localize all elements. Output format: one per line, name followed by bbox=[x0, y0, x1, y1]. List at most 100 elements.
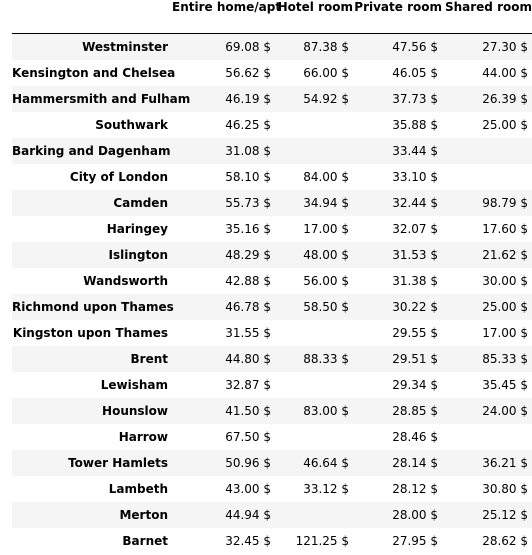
shared-room-cell: 44.00 $ bbox=[482, 65, 528, 80]
row-label: Richmond upon Thames bbox=[12, 299, 174, 314]
row-label: Westminster bbox=[82, 39, 168, 54]
table-row: Westminster 69.08 $ 87.38 $ 47.56 $ 27.30 $ bbox=[12, 33, 532, 60]
entire-home-cell: 44.80 $ bbox=[225, 351, 271, 366]
shared-room-cell bbox=[442, 424, 532, 450]
shared-room-cell: 28.62 $ bbox=[482, 533, 528, 548]
header-spacer-row bbox=[12, 19, 532, 34]
entire-home-cell: 69.08 $ bbox=[225, 39, 271, 54]
row-label: City of London bbox=[69, 169, 168, 184]
price-table: Entire home/apt Hotel room Private room … bbox=[12, 0, 532, 554]
private-room-cell: 30.22 $ bbox=[392, 299, 438, 314]
entire-home-cell: 44.94 $ bbox=[225, 507, 271, 522]
entire-home-cell: 58.10 $ bbox=[225, 169, 271, 184]
entire-home-cell: 55.73 $ bbox=[225, 195, 271, 210]
private-room-cell: 28.12 $ bbox=[392, 481, 438, 496]
private-room-cell: 32.07 $ bbox=[392, 221, 438, 236]
row-label: Southwark bbox=[95, 117, 168, 132]
table-row: Richmond upon Thames 46.78 $ 58.50 $ 30.22 … bbox=[12, 293, 532, 320]
table-row: Harrow 67.50 $ 28.46 $ bbox=[12, 424, 532, 450]
table-row: Camden 55.73 $ 34.94 $ 32.44 $ 98.79 $ bbox=[12, 189, 532, 216]
entire-home-cell: 46.25 $ bbox=[225, 117, 271, 132]
private-room-cell: 35.88 $ bbox=[392, 117, 438, 132]
row-label: Tower Hamlets bbox=[68, 455, 168, 470]
row-label: Merton bbox=[119, 507, 168, 522]
shared-room-cell: 27.30 $ bbox=[482, 39, 528, 54]
private-room-cell: 32.44 $ bbox=[392, 195, 438, 210]
column-header-shared-room: Shared room bbox=[444, 0, 532, 14]
shared-room-cell: 98.79 $ bbox=[482, 195, 528, 210]
table-row: Kingston upon Thames 31.55 $ 29.55 $ 17.00 … bbox=[12, 320, 532, 346]
column-header-index bbox=[12, 0, 172, 19]
row-label: Haringey bbox=[106, 221, 168, 236]
header-row: Entire home/apt Hotel room Private room … bbox=[12, 0, 532, 19]
table-row: Hammersmith and Fulham 46.19 $ 54.92 $ 37.7… bbox=[12, 85, 532, 112]
table-row: City of London 58.10 $ 84.00 $ 33.10 $ bbox=[12, 164, 532, 190]
entire-home-cell: 32.45 $ bbox=[225, 533, 271, 548]
private-room-cell: 31.38 $ bbox=[392, 273, 438, 288]
private-room-cell: 29.55 $ bbox=[392, 325, 438, 340]
row-label: Barking and Dagenham bbox=[12, 143, 171, 158]
shared-room-cell: 25.12 $ bbox=[482, 507, 528, 522]
hotel-room-cell: 83.00 $ bbox=[303, 403, 349, 418]
hotel-room-cell bbox=[275, 372, 353, 398]
row-label: Hammersmith and Fulham bbox=[12, 91, 191, 106]
private-room-cell: 29.51 $ bbox=[392, 351, 438, 366]
row-label: Harrow bbox=[118, 429, 168, 444]
row-label: Brent bbox=[130, 351, 168, 366]
hotel-room-cell: 121.25 $ bbox=[295, 533, 349, 548]
shared-room-cell: 17.60 $ bbox=[482, 221, 528, 236]
shared-room-cell: 17.00 $ bbox=[482, 325, 528, 340]
table-row: Hounslow 41.50 $ 83.00 $ 28.85 $ 24.00 $ bbox=[12, 397, 532, 424]
hotel-room-cell bbox=[275, 424, 353, 450]
private-room-cell: 33.44 $ bbox=[392, 143, 438, 158]
table-row: Islington 48.29 $ 48.00 $ 31.53 $ 21.62 $ bbox=[12, 241, 532, 268]
hotel-room-cell: 58.50 $ bbox=[303, 299, 349, 314]
row-label: Lewisham bbox=[100, 377, 168, 392]
private-room-cell: 31.53 $ bbox=[392, 247, 438, 262]
table-row: Southwark 46.25 $ 35.88 $ 25.00 $ bbox=[12, 112, 532, 138]
row-label: Wandsworth bbox=[83, 273, 168, 288]
column-header-entire-home: Entire home/apt bbox=[172, 0, 282, 14]
private-room-cell: 33.10 $ bbox=[392, 169, 438, 184]
hotel-room-cell: 34.94 $ bbox=[303, 195, 349, 210]
table-row: Merton 44.94 $ 28.00 $ 25.12 $ bbox=[12, 501, 532, 528]
shared-room-cell: 25.00 $ bbox=[482, 299, 528, 314]
shared-room-cell: 36.21 $ bbox=[482, 455, 528, 470]
private-room-cell: 47.56 $ bbox=[392, 39, 438, 54]
hotel-room-cell: 17.00 $ bbox=[303, 221, 349, 236]
hotel-room-cell: 66.00 $ bbox=[303, 65, 349, 80]
column-header-private-room: Private room bbox=[354, 0, 442, 14]
entire-home-cell: 50.96 $ bbox=[225, 455, 271, 470]
entire-home-cell: 46.78 $ bbox=[225, 299, 271, 314]
entire-home-cell: 42.88 $ bbox=[225, 273, 271, 288]
hotel-room-cell: 84.00 $ bbox=[303, 169, 349, 184]
row-label: Camden bbox=[113, 195, 168, 210]
entire-home-cell: 48.29 $ bbox=[225, 247, 271, 262]
row-label: Islington bbox=[108, 247, 169, 262]
entire-home-cell: 32.87 $ bbox=[225, 377, 271, 392]
hotel-room-cell: 46.64 $ bbox=[303, 455, 349, 470]
hotel-room-cell: 87.38 $ bbox=[303, 39, 349, 54]
hotel-room-cell bbox=[275, 502, 353, 528]
private-room-cell: 46.05 $ bbox=[392, 65, 438, 80]
shared-room-cell: 35.45 $ bbox=[482, 377, 528, 392]
entire-home-cell: 31.08 $ bbox=[225, 143, 271, 158]
entire-home-cell: 31.55 $ bbox=[225, 325, 271, 340]
row-label: Hounslow bbox=[102, 403, 168, 418]
private-room-cell: 27.95 $ bbox=[392, 533, 438, 548]
column-header-hotel-room: Hotel room bbox=[277, 0, 353, 14]
hotel-room-cell: 48.00 $ bbox=[303, 247, 349, 262]
table-body: Westminster 69.08 $ 87.38 $ 47.56 $ 27.30 $ K… bbox=[12, 33, 532, 554]
private-room-cell: 28.46 $ bbox=[392, 429, 438, 444]
hotel-room-cell: 54.92 $ bbox=[303, 91, 349, 106]
row-label: Barnet bbox=[122, 533, 168, 548]
private-room-cell: 37.73 $ bbox=[392, 91, 438, 106]
shared-room-cell: 30.00 $ bbox=[482, 273, 528, 288]
table-row: Kensington and Chelsea 56.62 $ 66.00 $ 46.0… bbox=[12, 60, 532, 86]
table-row: Haringey 35.16 $ 17.00 $ 32.07 $ 17.60 $ bbox=[12, 216, 532, 242]
private-room-cell: 28.00 $ bbox=[392, 507, 438, 522]
shared-room-cell bbox=[442, 138, 532, 164]
shared-room-cell: 25.00 $ bbox=[482, 117, 528, 132]
shared-room-cell: 26.39 $ bbox=[482, 91, 528, 106]
row-label: Kingston upon Thames bbox=[12, 325, 168, 340]
